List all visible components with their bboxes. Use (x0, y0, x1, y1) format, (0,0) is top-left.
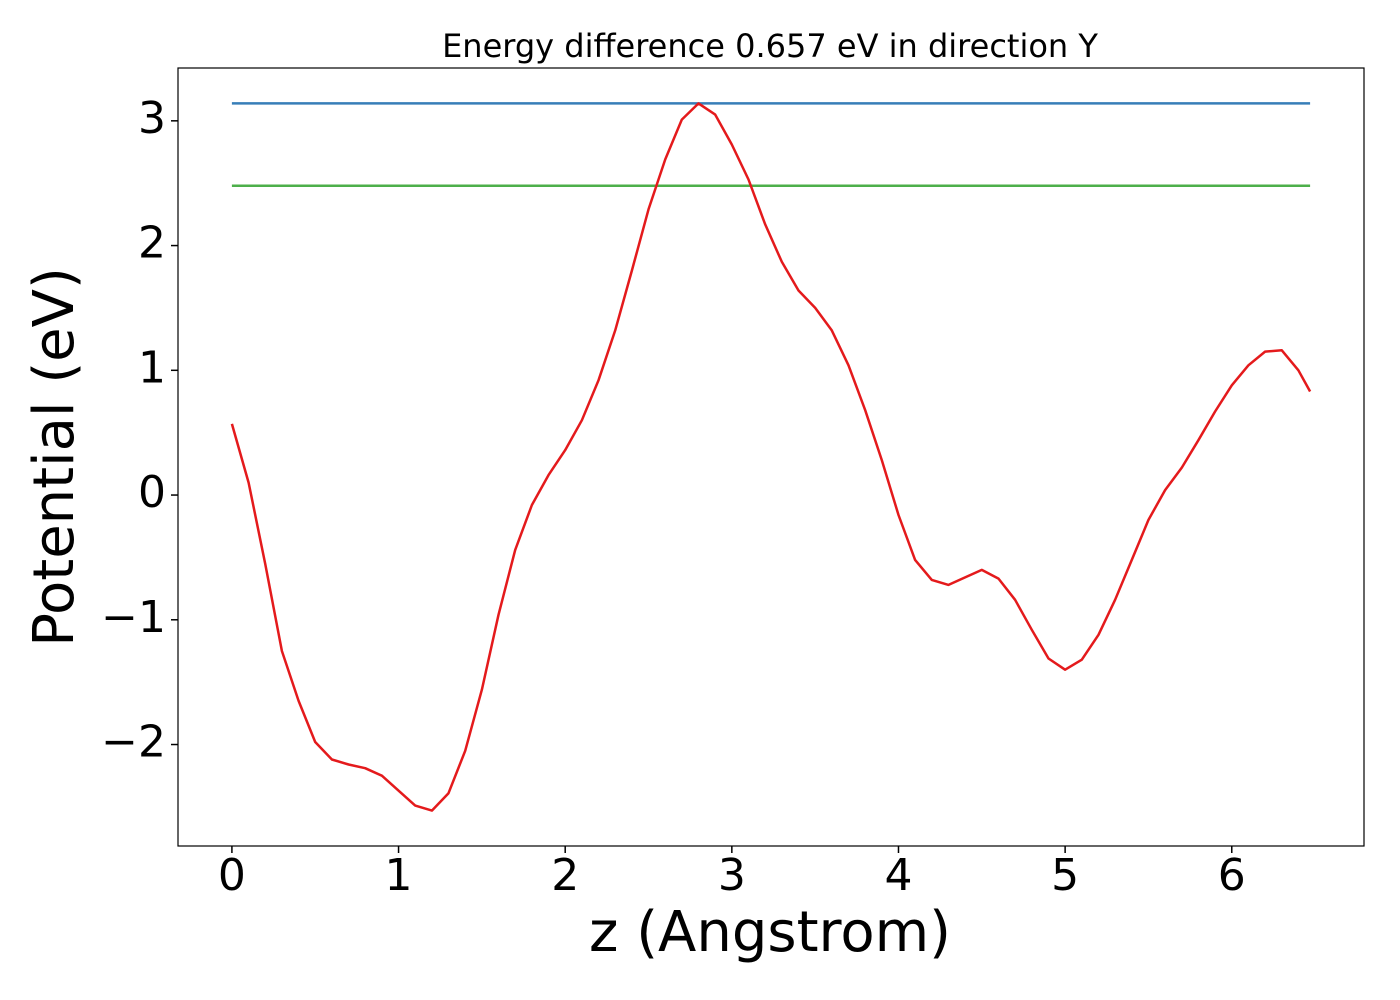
y-tick-label: 2 (138, 218, 166, 269)
y-tick-label: 1 (138, 342, 166, 393)
y-tick-label: −2 (101, 717, 166, 768)
x-tick-label: 3 (718, 850, 746, 901)
data-line (230, 102, 1312, 812)
x-tick-label: 0 (218, 850, 246, 901)
plot-frame (177, 67, 1365, 847)
x-tick-label: 2 (551, 850, 579, 901)
x-tick-label: 6 (1218, 850, 1246, 901)
x-tick-label: 4 (884, 850, 912, 901)
chart-title: Energy difference 0.657 eV in direction … (442, 27, 1098, 65)
y-axis-label: Potential (eV) (22, 267, 87, 647)
y-tick-label: 0 (138, 467, 166, 518)
y-tick-label: 3 (138, 93, 166, 144)
x-tick-label: 5 (1051, 850, 1079, 901)
x-axis-label: z (Angstrom) (589, 900, 951, 965)
y-tick-label: −1 (101, 592, 166, 643)
x-tick-label: 1 (385, 850, 413, 901)
